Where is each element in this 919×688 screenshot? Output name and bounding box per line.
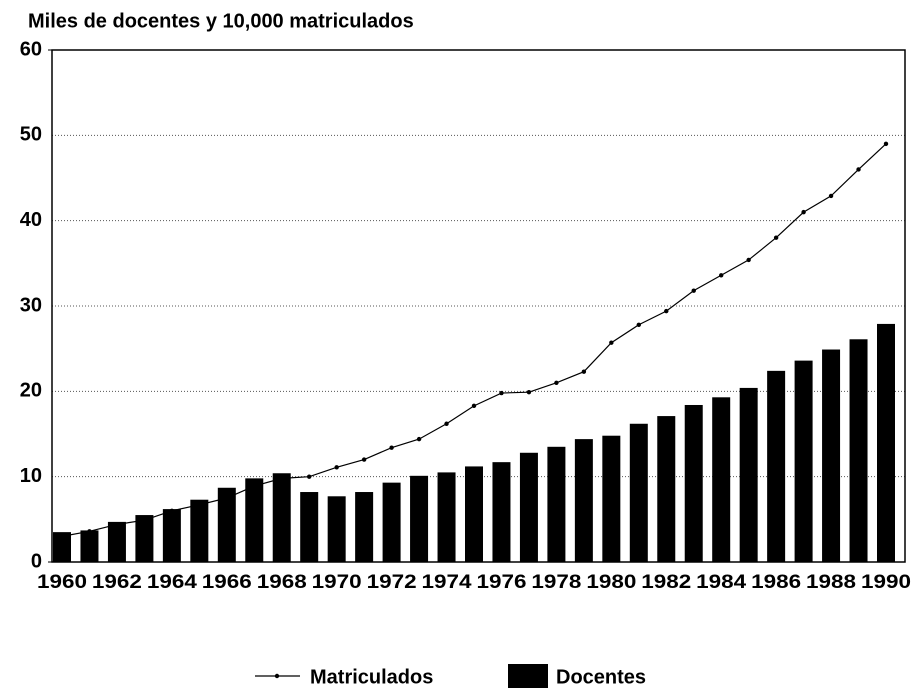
line-marker bbox=[636, 322, 641, 327]
x-tick-label: 1980 bbox=[586, 572, 636, 593]
x-tick-label: 1972 bbox=[367, 572, 417, 593]
bar bbox=[794, 360, 813, 562]
line-marker bbox=[279, 476, 284, 481]
bar bbox=[684, 404, 703, 562]
bar bbox=[712, 397, 731, 562]
bar bbox=[107, 521, 126, 562]
x-tick-label: 1962 bbox=[92, 572, 142, 593]
bar bbox=[492, 462, 511, 562]
legend-swatch-marker bbox=[274, 673, 280, 679]
x-tick-label: 1978 bbox=[531, 572, 581, 593]
line-marker bbox=[773, 235, 779, 240]
bar bbox=[80, 530, 99, 562]
line-marker bbox=[581, 369, 587, 374]
line-marker bbox=[197, 502, 202, 508]
bar bbox=[190, 499, 209, 562]
x-tick-label: 1964 bbox=[147, 572, 197, 593]
line-marker bbox=[389, 445, 394, 450]
line-marker bbox=[169, 508, 175, 513]
x-tick-label: 1982 bbox=[641, 572, 691, 593]
y-tick-label: 40 bbox=[20, 209, 42, 231]
bar bbox=[300, 492, 319, 562]
bar bbox=[162, 509, 181, 562]
line-marker bbox=[801, 209, 806, 215]
bar bbox=[437, 472, 456, 562]
x-tick-label: 1960 bbox=[37, 572, 87, 593]
y-tick-label: 30 bbox=[20, 294, 42, 316]
line-marker bbox=[361, 457, 367, 462]
line-marker bbox=[224, 495, 229, 501]
x-tick-label: 1990 bbox=[861, 572, 911, 593]
bar bbox=[877, 323, 895, 562]
bar bbox=[767, 370, 786, 562]
line-marker bbox=[87, 529, 92, 534]
bar bbox=[410, 475, 429, 562]
bar bbox=[657, 416, 676, 562]
chart-title: Miles de docentes y 10,000 matriculados bbox=[28, 10, 414, 32]
bar bbox=[217, 487, 236, 562]
line-marker bbox=[746, 257, 751, 263]
line-marker bbox=[526, 389, 532, 395]
line-marker bbox=[554, 380, 559, 385]
bar bbox=[135, 515, 154, 562]
line-marker bbox=[609, 340, 614, 345]
x-tick-label: 1974 bbox=[422, 572, 472, 593]
line-marker bbox=[142, 517, 147, 523]
line-marker bbox=[307, 474, 312, 479]
x-tick-label: 1984 bbox=[696, 572, 746, 593]
bar bbox=[465, 466, 483, 562]
line-marker bbox=[444, 421, 449, 426]
line-marker bbox=[719, 273, 724, 278]
y-tick-label: 10 bbox=[20, 465, 42, 487]
y-tick-label: 0 bbox=[31, 550, 42, 572]
bar bbox=[602, 435, 621, 562]
line-marker bbox=[664, 308, 669, 314]
bar bbox=[822, 349, 841, 562]
bar bbox=[245, 478, 264, 562]
x-tick-label: 1986 bbox=[751, 572, 801, 593]
bar bbox=[382, 482, 401, 562]
y-tick-label: 50 bbox=[20, 124, 42, 146]
legend-swatch bbox=[508, 664, 548, 688]
bar bbox=[53, 532, 71, 562]
line-marker bbox=[114, 522, 120, 527]
line-marker bbox=[856, 167, 861, 172]
bar bbox=[272, 473, 291, 562]
x-tick-label: 1966 bbox=[202, 572, 252, 593]
legend-label: Docentes bbox=[556, 666, 646, 688]
line-marker bbox=[828, 193, 834, 199]
bar bbox=[849, 339, 868, 562]
bar bbox=[519, 452, 538, 562]
line-marker bbox=[252, 483, 257, 489]
x-tick-label: 1968 bbox=[257, 572, 307, 593]
x-tick-label: 1976 bbox=[476, 572, 526, 593]
x-tick-label: 1988 bbox=[806, 572, 856, 593]
bar bbox=[327, 496, 346, 562]
line-marker bbox=[883, 141, 889, 147]
line-marker bbox=[59, 534, 65, 539]
line-marker bbox=[471, 403, 477, 409]
bar bbox=[355, 492, 374, 562]
y-tick-label: 20 bbox=[20, 380, 42, 402]
bar bbox=[629, 423, 648, 562]
y-tick-label: 60 bbox=[20, 38, 42, 60]
legend-label: Matriculados bbox=[310, 666, 433, 688]
bar bbox=[739, 387, 758, 562]
bar bbox=[574, 439, 593, 562]
bar bbox=[547, 446, 566, 562]
line-marker bbox=[334, 465, 339, 470]
x-tick-label: 1970 bbox=[312, 572, 362, 593]
line-marker bbox=[416, 436, 422, 442]
line-marker bbox=[691, 288, 696, 293]
line-marker bbox=[499, 390, 504, 396]
